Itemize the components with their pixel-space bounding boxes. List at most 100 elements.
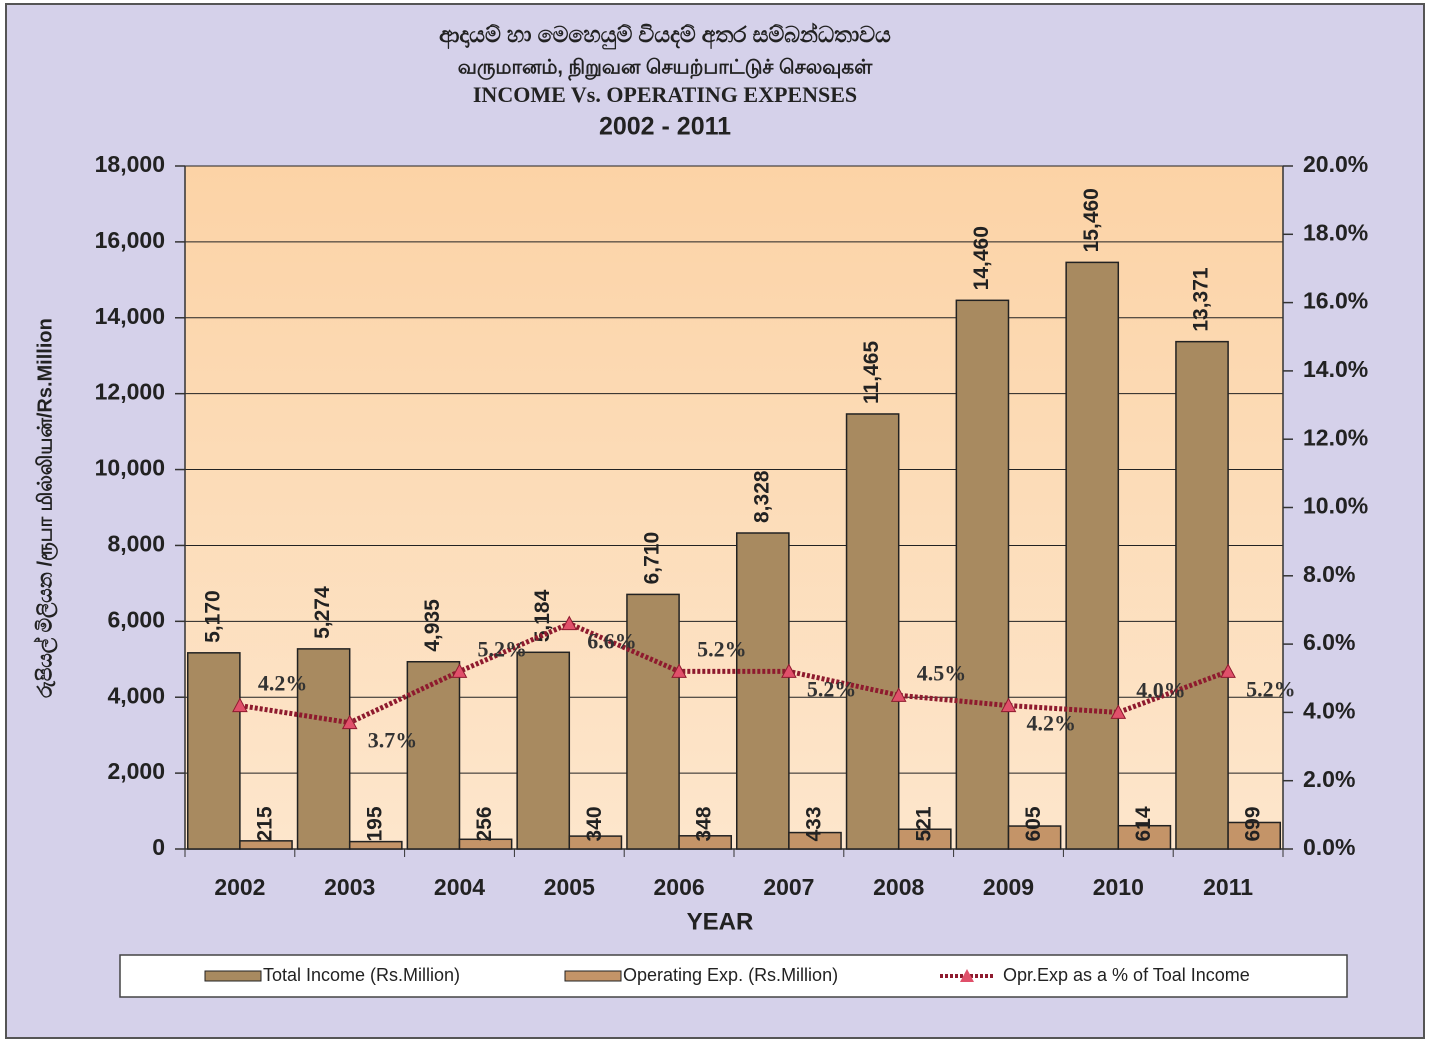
bar (735, 532, 790, 850)
bar (955, 299, 1010, 850)
x-tick-label: 2010 (1093, 874, 1144, 900)
bar-value-label: 5,170 (201, 590, 224, 643)
line-value-label: 4.0% (1136, 677, 1186, 702)
legend-label: Total Income (Rs.Million) (263, 965, 460, 985)
bar (348, 840, 403, 850)
y2-tick-label: 12.0% (1303, 424, 1368, 450)
bar-value-label: 5,184 (531, 589, 554, 642)
x-tick-label: 2007 (763, 874, 814, 900)
bar (788, 831, 842, 850)
chart-period: 2002 - 2011 (599, 113, 731, 141)
y2-tick-label: 8.0% (1303, 561, 1355, 587)
line-marker (232, 697, 248, 713)
y2-tick-label: 16.0% (1303, 288, 1368, 314)
x-tick-label: 2008 (873, 874, 924, 900)
bar (897, 828, 952, 850)
y-tick-label: 8,000 (107, 531, 165, 557)
y2-tick-label: 4.0% (1303, 697, 1355, 723)
y-tick-label: 18,000 (95, 151, 165, 177)
y-tick-label: 2,000 (107, 758, 165, 784)
bar (296, 648, 351, 850)
bar (1065, 261, 1120, 850)
line-marker (671, 663, 687, 678)
line-marker (781, 663, 797, 678)
line-value-label: 5.2% (807, 676, 857, 701)
y-tick-label: 16,000 (95, 227, 165, 253)
bar-value-label: 11,465 (860, 341, 883, 404)
legend-swatch (564, 970, 622, 982)
bar (568, 835, 623, 850)
bar (1007, 825, 1062, 850)
y-tick-label: 14,000 (95, 303, 165, 329)
legend-label: Operating Exp. (Rs.Million) (623, 965, 838, 985)
line-marker (561, 615, 578, 631)
bar-value-label: 15,460 (1080, 188, 1103, 252)
bar-value-label: 195 (363, 806, 386, 841)
line-value-label: 3.7% (368, 728, 418, 753)
bar-value-label: 614 (1132, 806, 1155, 841)
line-marker (451, 663, 468, 678)
y2-tick-label: 2.0% (1303, 766, 1355, 792)
y-tick-label: 0 (152, 834, 165, 860)
line-marker (1220, 663, 1236, 678)
x-tick-label: 2002 (214, 874, 265, 900)
bar-value-label: 13,371 (1190, 267, 1213, 332)
bar (1117, 824, 1172, 850)
line (239, 620, 1229, 726)
y-tick-label: 10,000 (95, 455, 165, 481)
y-tick-label: 6,000 (107, 606, 165, 632)
line-value-label: 5.2% (1246, 676, 1296, 701)
line-marker (341, 714, 358, 730)
bar (845, 413, 900, 850)
y2-tick-label: 20.0% (1303, 151, 1368, 177)
bar (1175, 340, 1229, 850)
y-tick-label: 4,000 (107, 682, 165, 708)
bar (1227, 821, 1282, 850)
bar (626, 593, 680, 850)
chart-subtitle: வருமானம், நிறுவன செயற்பாட்டுச் செலவுகள் (458, 56, 874, 81)
y-axis-label: රුපියල් මිලියන /ரூபா மில்லியன்/Rs.Millio… (32, 318, 58, 698)
line-value-label: 4.2% (1027, 711, 1077, 736)
x-tick-label: 2009 (983, 874, 1034, 900)
bar-value-label: 4,935 (421, 599, 444, 652)
x-tick-label: 2004 (434, 874, 485, 900)
bar (516, 651, 571, 850)
bar-value-label: 5,274 (311, 586, 334, 639)
bar (678, 835, 733, 850)
line-marker (1110, 704, 1127, 719)
bar-value-label: 348 (693, 806, 716, 841)
legend (119, 954, 1348, 998)
bar-value-label: 605 (1022, 806, 1045, 841)
line-value-label: 5.2% (697, 636, 747, 661)
chart-title-english: INCOME Vs. OPERATING EXPENSES (473, 82, 857, 107)
x-tick-label: 2006 (654, 874, 705, 900)
bar (458, 838, 513, 850)
y-tick-label: 12,000 (95, 379, 165, 405)
bar-value-label: 14,460 (970, 226, 993, 290)
y2-tick-label: 0.0% (1303, 834, 1355, 860)
chart-title: ආදායම් හා මෙහෙයුම් වියදම් අතර සම්බන්ධතාව… (439, 22, 891, 50)
bar-value-label: 8,328 (750, 470, 773, 523)
bar (406, 660, 461, 850)
bar-value-label: 6,710 (641, 532, 664, 585)
line-value-label: 6.6% (587, 629, 637, 654)
line-value-label: 5.2% (478, 636, 528, 661)
bar (186, 652, 241, 850)
line-value-label: 4.5% (917, 660, 967, 685)
y2-tick-label: 10.0% (1303, 493, 1368, 519)
bar-value-label: 699 (1242, 806, 1265, 841)
bar-value-label: 215 (254, 806, 277, 841)
bar-value-label: 256 (473, 806, 496, 841)
line-value-label: 4.2% (258, 671, 308, 696)
x-tick-label: 2003 (324, 874, 375, 900)
bar-value-label: 433 (803, 806, 826, 841)
line-marker (890, 687, 907, 702)
y2-tick-label: 6.0% (1303, 629, 1355, 655)
bar (239, 840, 293, 850)
y2-tick-label: 14.0% (1303, 356, 1368, 382)
x-tick-label: 2005 (544, 874, 595, 900)
x-axis-label: YEAR (687, 908, 754, 935)
legend-swatch (204, 970, 262, 982)
bar-value-label: 340 (583, 806, 606, 841)
